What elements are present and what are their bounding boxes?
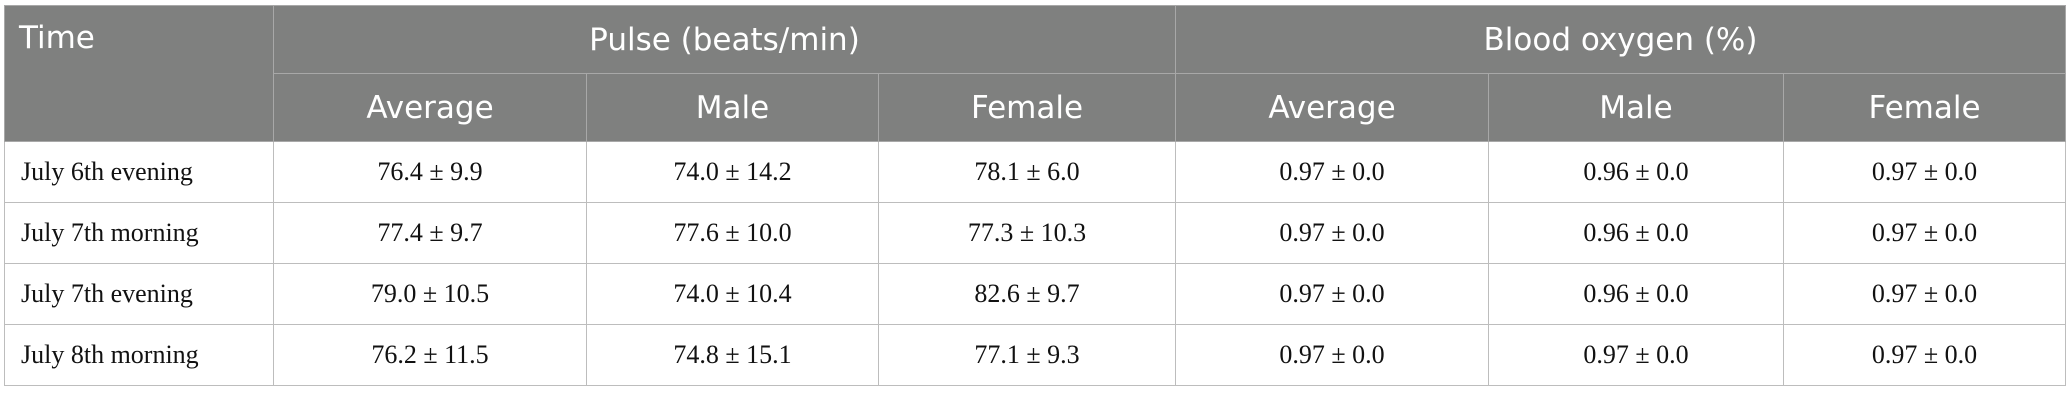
table-cell: 0.97 ± 0.0 (1175, 263, 1489, 325)
table-cell: 77.6 ± 10.0 (586, 202, 879, 264)
header-cell: Female (878, 73, 1176, 142)
row-label: July 8th morning (4, 324, 274, 386)
header-cell: Average (1175, 73, 1489, 142)
table-cell: 77.1 ± 9.3 (878, 324, 1176, 386)
table-row: July 7th morning 77.4 ± 9.7 77.6 ± 10.0 77.… (4, 202, 2067, 264)
table-cell: 74.8 ± 15.1 (586, 324, 879, 386)
table-body: July 6th evening 76.4 ± 9.9 74.0 ± 14.2 78.… (4, 141, 2067, 386)
table-cell: 0.97 ± 0.0 (1782, 202, 2067, 264)
table-cell: 0.97 ± 0.0 (1782, 324, 2067, 386)
header-row: Time Pulse (beats/min) Blood oxygen (%) (4, 5, 2067, 142)
header-group: Pulse (beats/min) (273, 5, 1176, 74)
table-row: July 8th morning 76.2 ± 11.5 74.8 ± 15.1 77… (4, 324, 2067, 386)
table-cell: 0.97 ± 0.0 (1782, 141, 2067, 203)
table-cell: 76.2 ± 11.5 (273, 324, 587, 386)
table-row: July 6th evening 76.4 ± 9.9 74.0 ± 14.2 78.… (4, 141, 2067, 203)
table-row: July 7th evening 79.0 ± 10.5 74.0 ± 10.4 82… (4, 263, 2067, 325)
table-cell: 0.96 ± 0.0 (1488, 202, 1784, 264)
table-cell: 0.97 ± 0.0 (1175, 324, 1489, 386)
table-cell: 0.97 ± 0.0 (1175, 141, 1489, 203)
table-cell: 0.97 ± 0.0 (1488, 324, 1784, 386)
table-cell: 74.0 ± 14.2 (586, 141, 879, 203)
table-cell: 74.0 ± 10.4 (586, 263, 879, 325)
row-label: July 7th evening (4, 263, 274, 325)
table-cell: 79.0 ± 10.5 (273, 263, 587, 325)
table-cell: 0.97 ± 0.0 (1782, 263, 2067, 325)
header-cell: Male (1488, 73, 1784, 142)
table-cell: 77.3 ± 10.3 (878, 202, 1176, 264)
table-cell: 76.4 ± 9.9 (273, 141, 587, 203)
table-cell: 82.6 ± 9.7 (878, 263, 1176, 325)
row-label: July 7th morning (4, 202, 274, 264)
header-row: Average Male Female Average Male Female (5, 73, 2067, 142)
table-cell: 0.97 ± 0.0 (1175, 202, 1489, 264)
header-cell: Average (273, 73, 587, 142)
table-header: Time Pulse (beats/min) Blood oxygen (%) … (4, 5, 2067, 142)
header-cell: Time (4, 5, 274, 142)
table-cell: 77.4 ± 9.7 (273, 202, 587, 264)
header-cell: Male (586, 73, 879, 142)
header-group: Blood oxygen (%) (1174, 5, 2067, 74)
table-cell: 78.1 ± 6.0 (878, 141, 1176, 203)
row-label: July 6th evening (4, 141, 274, 203)
data-table: Time Pulse (beats/min) Blood oxygen (%) … (4, 5, 2067, 386)
header-cell: Female (1782, 73, 2067, 142)
table-cell: 0.96 ± 0.0 (1488, 141, 1784, 203)
table-cell: 0.96 ± 0.0 (1488, 263, 1784, 325)
